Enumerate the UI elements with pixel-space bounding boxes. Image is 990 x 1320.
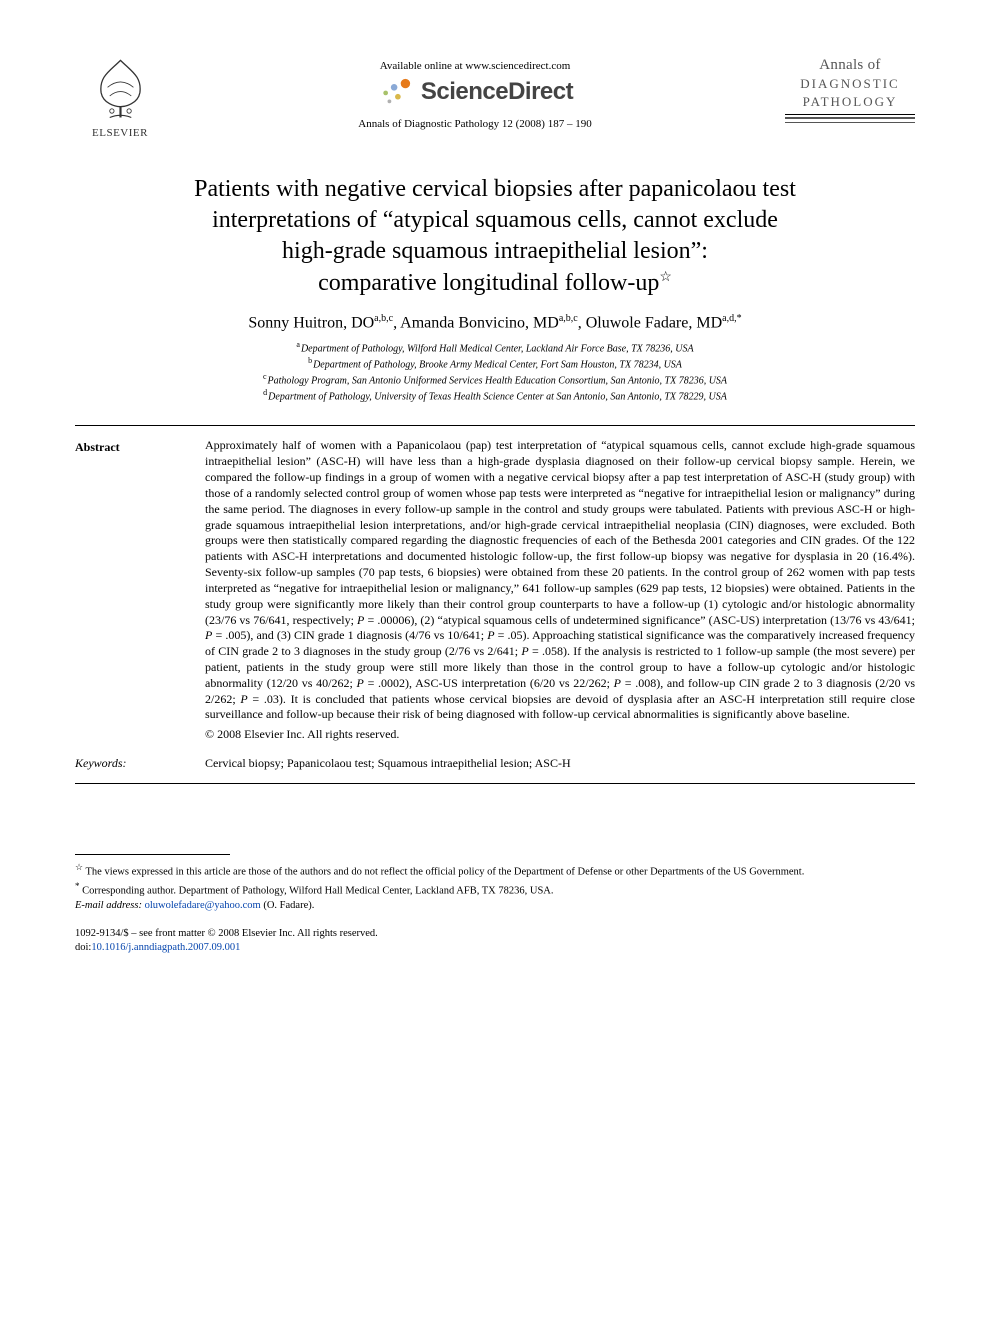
article-title: Patients with negative cervical biopsies… [75,174,915,299]
title-line-4: comparative longitudinal follow-up [318,270,659,296]
footnote-rule [75,854,230,855]
journal-name-line-1: Annals of [785,57,915,74]
elsevier-tree-icon [88,55,153,125]
footnote-corresponding-text: Corresponding author. Department of Path… [82,885,553,896]
footnote-disclaimer: ☆ The views expressed in this article ar… [75,861,915,880]
abstract-row: Abstract Approximately half of women wit… [75,438,915,742]
title-line-2: interpretations of “atypical squamous ce… [212,207,778,233]
affiliations-block: aDepartment of Pathology, Wilford Hall M… [75,340,915,403]
keywords-label: Keywords: [75,756,180,771]
elsevier-label: ELSEVIER [92,127,148,139]
footnote-corresponding: * Corresponding author. Department of Pa… [75,880,915,899]
section-rule-top [75,425,915,426]
sciencedirect-logo: ScienceDirect [165,76,785,108]
keywords-row: Keywords: Cervical biopsy; Papanicolaou … [75,756,915,771]
journal-box-rule-thick [785,117,915,119]
authors-line: Sonny Huitron, DOa,b,c, Amanda Bonvicino… [75,313,915,332]
sciencedirect-word: ScienceDirect [421,78,573,106]
header-row: ELSEVIER Available online at www.science… [75,55,915,139]
abstract-copyright: © 2008 Elsevier Inc. All rights reserved… [205,727,915,742]
footnote-asterisk-icon: * [75,881,80,891]
email-label: E-mail address: [75,900,142,911]
doi-line: doi:10.1016/j.anndiagpath.2007.09.001 [75,941,915,955]
title-star-icon: ☆ [659,270,672,285]
section-rule-mid [75,783,915,784]
journal-title-box: Annals of DIAGNOSTIC PATHOLOGY [785,55,915,123]
footnote-disclaimer-text: The views expressed in this article are … [86,867,805,878]
abstract-label-col: Abstract [75,438,180,742]
doi-label: doi: [75,942,91,953]
page-container: ELSEVIER Available online at www.science… [0,0,990,995]
elsevier-logo-block: ELSEVIER [75,55,165,139]
bottom-block: 1092-9134/$ – see front matter © 2008 El… [75,927,915,955]
abstract-body: Approximately half of women with a Papan… [205,438,915,723]
footnote-email-line: E-mail address: oluwolefadare@yahoo.com … [75,899,915,913]
journal-name-line-2: DIAGNOSTIC [785,76,915,92]
center-header: Available online at www.sciencedirect.co… [165,55,785,130]
sciencedirect-dots-icon [377,76,415,108]
footnote-star-icon: ☆ [75,862,83,872]
journal-reference: Annals of Diagnostic Pathology 12 (2008)… [165,118,785,130]
issn-line: 1092-9134/$ – see front matter © 2008 El… [75,927,915,941]
available-online-text: Available online at www.sciencedirect.co… [165,60,785,72]
abstract-label: Abstract [75,440,120,454]
journal-box-rule-thin [785,114,915,115]
email-suffix: (O. Fadare). [263,900,314,911]
journal-box-rule-mid [785,122,915,123]
footnotes-block: ☆ The views expressed in this article ar… [75,861,915,913]
title-line-3: high-grade squamous intraepithelial lesi… [282,238,708,264]
keywords-text: Cervical biopsy; Papanicolaou test; Squa… [205,756,571,771]
doi-link[interactable]: 10.1016/j.anndiagpath.2007.09.001 [91,942,240,953]
abstract-body-col: Approximately half of women with a Papan… [205,438,915,742]
title-line-1: Patients with negative cervical biopsies… [194,176,796,202]
email-link[interactable]: oluwolefadare@yahoo.com [145,900,261,911]
journal-name-line-3: PATHOLOGY [785,94,915,110]
